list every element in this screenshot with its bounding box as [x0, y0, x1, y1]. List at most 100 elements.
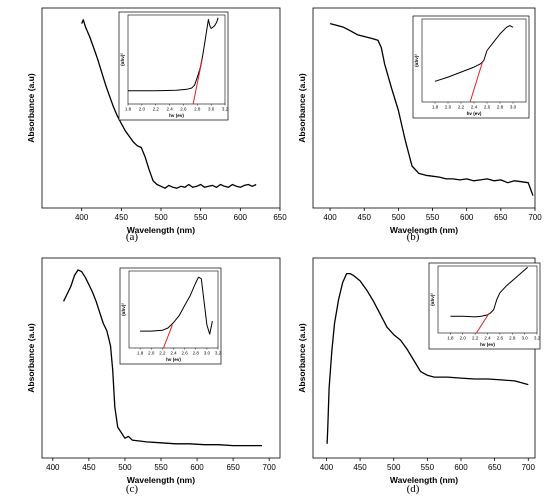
inset-x-tick-label: 2.6 — [484, 105, 491, 110]
inset-plot: 1.8 2.0 2.2 2.4 2.6 2.8 3.0 3.2 hv (ev) (αhν)² — [428, 262, 541, 350]
inset-x-axis-label: hv (ev) — [166, 357, 181, 362]
tauc-curve — [450, 266, 529, 318]
x-tick-label: 550 — [154, 463, 168, 472]
inset-axes-box — [127, 14, 226, 105]
x-axis-label: Wavelength (nm) — [127, 225, 195, 235]
x-tick-label: 400 — [320, 463, 334, 472]
x-tick-label: 500 — [118, 463, 132, 472]
x-tick-label: 550 — [194, 213, 208, 222]
x-tick-label: 700 — [263, 463, 277, 472]
inset-x-tick-label: 2.4 — [170, 351, 177, 356]
x-tick-label: 650 — [494, 213, 508, 222]
inset-x-tick-label: 1.8 — [447, 336, 454, 341]
absorbance-series-line — [326, 272, 529, 444]
tauc-curve — [128, 17, 219, 92]
band-gap-tangent-line — [163, 324, 173, 349]
inset-x-tick-label: 2.2 — [472, 336, 479, 341]
x-tick-label: 650 — [488, 463, 502, 472]
x-tick-label: 600 — [454, 463, 468, 472]
inset-x-tick-label: 3.2 — [215, 351, 222, 356]
inset-x-tick-label: 2.2 — [458, 105, 465, 110]
band-gap-tangent-line — [469, 62, 483, 103]
inset-x-tick-label: 2.4 — [484, 336, 491, 341]
inset-y-axis-label: (αhν)² — [430, 293, 435, 306]
inset-x-tick-label: 2.8 — [193, 351, 200, 356]
inset-plot: 1.8 2.0 2.2 2.4 2.6 2.8 3.0 3.2 hv (ev) (αhν)² — [118, 11, 229, 121]
inset-y-axis-label: (αhν)² — [121, 303, 126, 316]
x-tick-label: 400 — [323, 213, 337, 222]
x-tick-label: 700 — [522, 463, 536, 472]
inset-frame — [118, 11, 229, 121]
inset-x-tick-label: 1.8 — [137, 351, 144, 356]
inset-x-tick-label: 3.2 — [222, 107, 229, 112]
inset-x-tick-label: 3.0 — [510, 105, 517, 110]
x-tick-label: 550 — [421, 463, 435, 472]
x-tick-label: 500 — [392, 213, 406, 222]
absorbance-series-line — [329, 22, 534, 196]
tauc-curve — [140, 276, 213, 335]
absorbance-series-line — [63, 269, 262, 447]
inset-x-tick-label: 1.8 — [125, 107, 132, 112]
y-axis-label: Absorbance (a.u) — [26, 323, 36, 393]
inset-x-tick-label: 1.8 — [432, 105, 439, 110]
absorbance-series-line — [81, 19, 257, 189]
x-tick-label: 450 — [358, 213, 372, 222]
inset-x-tick-label: 2.8 — [509, 336, 516, 341]
inset-x-axis-label: hv (ev) — [467, 111, 482, 116]
y-axis-label: Absorbance (a.u) — [297, 73, 307, 143]
inset-x-tick-label: 2.2 — [159, 351, 166, 356]
inset-x-axis-label: hv (ev) — [169, 113, 184, 118]
inset-x-tick-label: 2.6 — [181, 351, 188, 356]
x-tick-label: 450 — [353, 463, 367, 472]
y-axis-label: Absorbance (a.u) — [297, 323, 307, 393]
x-tick-label: 500 — [387, 463, 401, 472]
panel-caption: (b) — [407, 231, 420, 243]
chart-panel-c: 400 450 500 550 600 650 700 Wavelength (nm) Abso… — [26, 257, 281, 495]
x-axis-label: Wavelength (nm) — [390, 225, 458, 235]
x-tick-label: 650 — [226, 463, 240, 472]
inset-x-tick-label: 2.0 — [445, 105, 452, 110]
inset-x-tick-label: 2.4 — [166, 107, 173, 112]
chart-panel-b: 400 450 500 550 600 650 700 Wavelength (nm) Abso… — [297, 7, 542, 243]
band-gap-tangent-line — [475, 312, 490, 334]
inset-y-axis-label: (αhν)² — [414, 54, 419, 67]
inset-x-tick-label: 2.0 — [139, 107, 146, 112]
x-tick-label: 500 — [154, 213, 168, 222]
x-axis-label: Wavelength (nm) — [127, 475, 195, 485]
inset-y-axis-label: (αhν)² — [120, 53, 125, 66]
x-tick-label: 400 — [46, 463, 60, 472]
inset-x-tick-label: 3.2 — [534, 336, 541, 341]
x-tick-label: 600 — [234, 213, 248, 222]
y-axis-label: Absorbance (a.u) — [26, 73, 36, 143]
band-gap-tangent-line — [192, 59, 203, 105]
inset-frame — [412, 15, 530, 119]
inset-frame — [428, 262, 541, 350]
x-tick-label: 600 — [460, 213, 474, 222]
panel-caption: (d) — [407, 483, 420, 495]
x-tick-label: 700 — [528, 213, 542, 222]
x-tick-label: 400 — [75, 213, 89, 222]
inset-x-tick-label: 2.8 — [497, 105, 504, 110]
inset-x-tick-label: 2.4 — [471, 105, 478, 110]
inset-x-axis-label: hv (ev) — [480, 342, 495, 347]
panel-caption: (c) — [126, 483, 139, 495]
inset-plot: 1.8 2.0 2.2 2.4 2.6 2.8 3.0 hv (ev) (αhν)² — [412, 15, 530, 119]
inset-x-tick-label: 2.2 — [153, 107, 160, 112]
chart-panel-a: 400 450 500 550 600 650 Wavelength (nm) Absorba… — [26, 7, 287, 243]
inset-x-tick-label: 3.0 — [208, 107, 215, 112]
inset-x-tick-label: 2.6 — [497, 336, 504, 341]
chart-panel-d: 400 450 500 550 600 650 700 Wavelength (nm) Abso… — [297, 257, 541, 495]
inset-x-tick-label: 2.0 — [460, 336, 467, 341]
inset-plot: 1.8 2.0 2.2 2.4 2.6 2.8 3.0 3.2 hv (ev) (αhν)² — [119, 267, 222, 365]
panel-caption: (a) — [126, 231, 139, 243]
inset-x-tick-label: 3.0 — [521, 336, 528, 341]
x-tick-label: 450 — [115, 213, 129, 222]
inset-x-tick-label: 2.0 — [148, 351, 155, 356]
inset-x-tick-label: 2.8 — [194, 107, 201, 112]
plot-frame — [312, 7, 536, 209]
inset-x-tick-label: 2.6 — [180, 107, 187, 112]
tauc-curve — [434, 25, 514, 82]
x-tick-label: 600 — [190, 463, 204, 472]
inset-x-tick-label: 3.0 — [204, 351, 211, 356]
